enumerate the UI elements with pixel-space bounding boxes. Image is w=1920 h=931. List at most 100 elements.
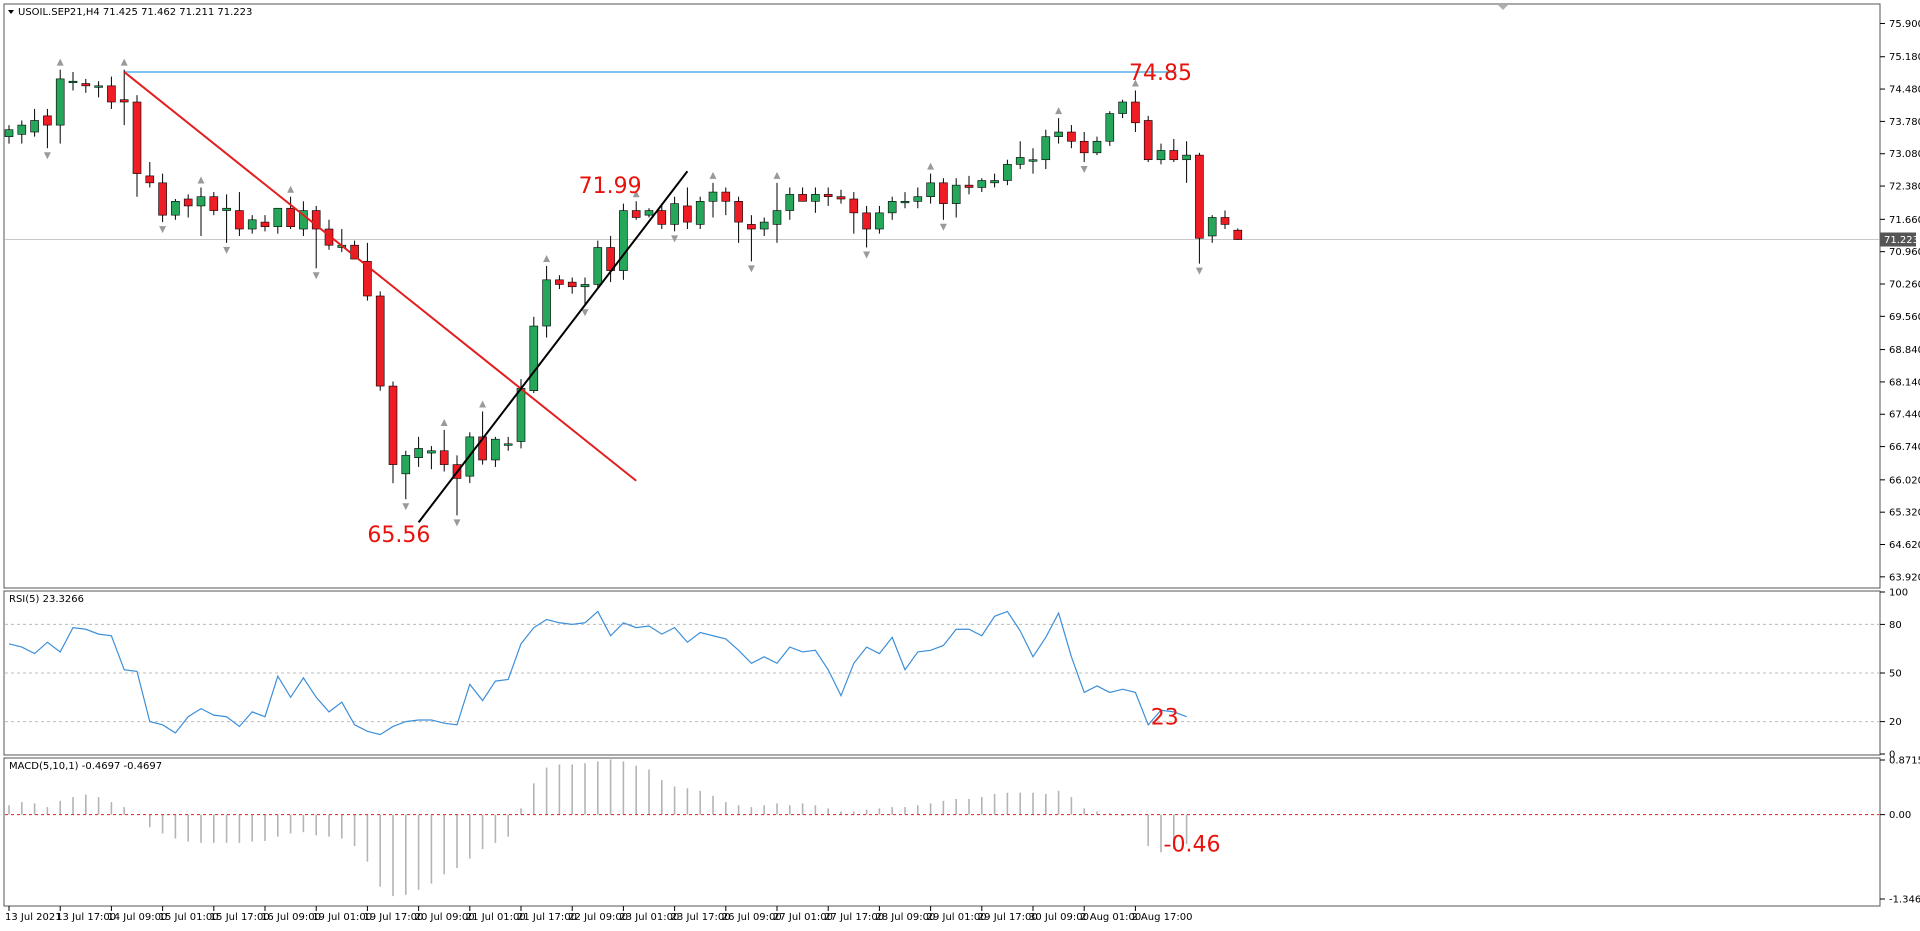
price-axis-label: 64.620: [1889, 540, 1920, 551]
candle: [593, 240, 603, 290]
price-annotation: 71.99: [579, 174, 642, 199]
candle: [209, 192, 219, 216]
candle: [145, 162, 155, 188]
scroll-marker-icon[interactable]: [1498, 5, 1508, 10]
price-axis-label: 70.260: [1889, 279, 1920, 290]
bear-candle-body: [1131, 101, 1140, 124]
time-axis-label: 26 Jul 09:00: [722, 912, 782, 923]
main-panel-frame: [3, 3, 1881, 589]
fractal-up-marker: [440, 418, 448, 426]
bear-candle-body: [939, 182, 948, 204]
candle: [1156, 143, 1166, 165]
candle: [171, 199, 180, 220]
candle: [990, 173, 999, 188]
price-axis-label: 71.660: [1889, 215, 1920, 226]
candle: [657, 203, 667, 230]
price-annotation: 65.56: [367, 523, 430, 548]
time-axis-label: 14 Jul 09:00: [107, 912, 167, 923]
bull-candle-body: [593, 247, 603, 285]
bull-candle-body: [68, 80, 78, 84]
bear-candle-body: [798, 194, 807, 202]
fractal-up-marker: [1055, 107, 1063, 115]
candle: [1105, 111, 1115, 146]
fractal-down-marker: [863, 251, 871, 259]
bear-candle-body: [631, 210, 641, 218]
time-axis-label: 20 Jul 09:00: [415, 912, 475, 923]
candle: [887, 196, 897, 220]
price-axis-label: 68.840: [1889, 345, 1920, 356]
bull-candle-body: [55, 78, 65, 126]
bear-candle-body: [1143, 120, 1153, 161]
candle: [1028, 148, 1038, 174]
bear-candle-body: [849, 198, 859, 214]
time-axis-label: 27 Jul 17:00: [824, 912, 884, 923]
macd-panel[interactable]: MACD(5,10,1) -0.4697 -0.4697 0.8715 0.00 -…: [5, 756, 1920, 906]
fractal-up-marker: [632, 190, 640, 198]
time-axis-label: 27 Jul 01:00: [773, 912, 833, 923]
fractal-up-marker: [479, 400, 487, 408]
candle: [183, 194, 193, 218]
bull-candle-body: [990, 180, 999, 184]
time-axis-label: 16 Jul 09:00: [261, 912, 321, 923]
fractal-down-marker: [43, 152, 51, 160]
price-axis-label: 68.140: [1889, 377, 1920, 388]
candle: [913, 187, 923, 209]
price-annotation: 74.85: [1129, 61, 1192, 86]
candle: [235, 192, 244, 236]
candle: [1041, 129, 1051, 169]
candle: [311, 205, 321, 269]
rsi-axis-label: 20: [1889, 717, 1902, 728]
candle: [273, 207, 283, 234]
bear-candle-body: [734, 201, 743, 223]
price-axis-label: 72.380: [1889, 182, 1920, 193]
macd-axis-label: 0.8715: [1889, 756, 1920, 767]
bear-candle-body: [836, 196, 846, 200]
bear-candle-body: [1067, 131, 1076, 142]
dropdown-triangle-icon[interactable]: [8, 10, 14, 14]
price-axis-label: 67.440: [1889, 410, 1920, 421]
bull-candle-body: [503, 443, 513, 446]
time-axis-label: 15 Jul 17:00: [210, 912, 270, 923]
price-axis-label: 63.920: [1889, 572, 1920, 583]
candle: [30, 108, 39, 137]
candle: [491, 436, 500, 467]
price-axis-label: 75.180: [1889, 52, 1920, 63]
bull-candle-body: [1041, 136, 1051, 161]
bull-candle-body: [1207, 217, 1217, 237]
price-axis-label: 66.740: [1889, 442, 1920, 453]
price-axis-label: 75.900: [1889, 19, 1920, 30]
candle: [503, 436, 513, 451]
candle: [375, 291, 385, 391]
rsi-panel[interactable]: RSI(5) 23.3266 100 80 50 20 0 23: [5, 588, 1908, 761]
fractal-down-marker: [223, 246, 231, 254]
candle: [619, 203, 628, 280]
macd-panel-frame: [3, 757, 1881, 907]
time-axis-label: 19 Jul 01:00: [312, 912, 372, 923]
candle: [1054, 118, 1063, 144]
bull-candle-body: [414, 448, 423, 458]
candle: [708, 182, 718, 218]
bear-candle-body: [657, 210, 667, 225]
candle: [862, 205, 871, 248]
candle: [68, 71, 78, 91]
bull-candle-body: [1105, 113, 1115, 142]
time-axis-label: 2 Aug 01:00: [1080, 912, 1141, 923]
bull-candle-body: [4, 129, 14, 137]
price-axis-label: 74.480: [1889, 85, 1920, 96]
candle: [1067, 125, 1076, 149]
time-axis-label: 22 Jul 09:00: [568, 912, 628, 923]
bear-candle-body: [478, 436, 487, 461]
bull-candle-body: [542, 279, 551, 327]
price-axis-label: 66.020: [1889, 475, 1920, 486]
rsi-title: RSI(5) 23.3266: [9, 594, 84, 605]
bull-candle-body: [17, 124, 27, 135]
main-price-panel[interactable]: USOIL.SEP21,H4 71.425 71.462 71.211 71.2…: [4, 5, 1920, 583]
bull-candle-body: [619, 210, 628, 271]
rsi-annotation: 23: [1151, 706, 1179, 731]
bear-candle-body: [158, 182, 167, 216]
bear-candle-body: [1233, 229, 1243, 240]
candle: [4, 125, 14, 144]
candle: [119, 69, 129, 126]
